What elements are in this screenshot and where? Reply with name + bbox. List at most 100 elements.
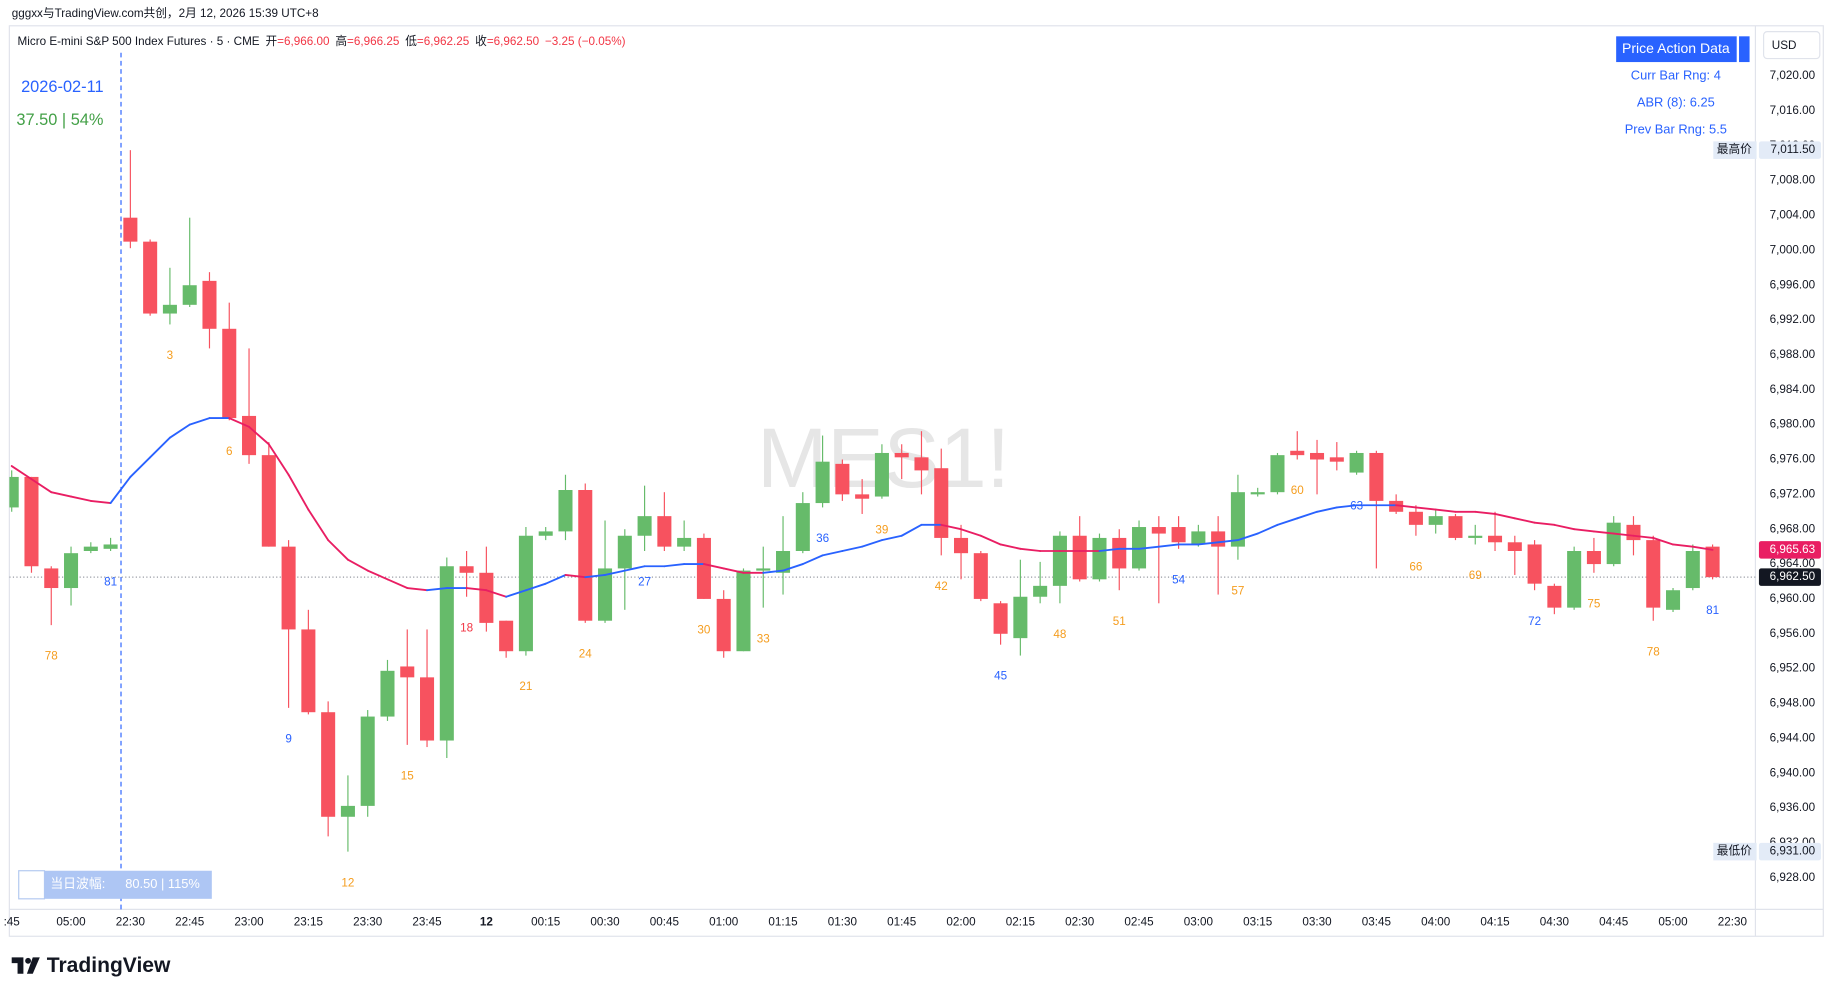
bar-count: 9 [285,733,292,746]
candle-body [1072,535,1087,580]
candle-body [1626,524,1641,541]
candle-body [1369,452,1384,501]
candle-body [677,537,692,547]
x-tick-label: 02:45 [1124,915,1154,928]
ma-segment [1474,510,1496,515]
candle-body [1310,452,1325,460]
ma-segment [366,569,389,581]
candle-body [281,546,296,630]
candle-body [1092,537,1107,580]
candle-body [24,476,39,567]
candle-body [1171,527,1186,543]
candle-body [617,535,632,569]
range-value: 80.50 | 115% [125,876,200,891]
x-tick-label: 03:15 [1243,915,1273,928]
y-tick-label: 7,004.00 [1770,209,1816,222]
candle-body [1646,540,1661,608]
ma-segment [702,563,725,570]
ma-segment [287,473,310,511]
panel-line: Prev Bar Rng: 5.5 [1625,121,1727,136]
ma-segment [1395,504,1417,509]
candle-body [162,304,177,314]
candle-body [598,568,613,621]
candle-body [380,670,395,717]
ma-segment [30,478,53,494]
range-label: 当日波幅: [50,876,105,891]
ma-segment [1434,508,1457,513]
bar-count: 39 [875,523,888,536]
candle-body [123,217,138,242]
ma-segment [1098,547,1121,552]
panel-title: Price Action Data [1622,40,1730,56]
candle-body [1586,550,1601,565]
candle-body [973,553,988,599]
ma-segment [623,565,646,572]
ma-segment [1533,521,1556,526]
x-tick-label: 00:45 [650,915,680,928]
y-tick-label: 7,020.00 [1770,69,1816,82]
bar-count: 51 [1113,615,1126,628]
y-tick-label: 6,940.00 [1770,766,1816,779]
extreme-tag-box [1713,141,1757,159]
candle-body [1290,450,1305,456]
ma-segment [524,582,547,592]
y-tick-label: 6,948.00 [1770,697,1816,710]
candle-body [83,546,98,551]
bar-count: 60 [1291,484,1305,497]
x-tick-label: 00:30 [590,915,620,928]
ma-segment [149,436,171,459]
ma-segment [50,491,72,498]
ma-segment [1592,530,1615,535]
y-tick-label: 6,960.00 [1770,592,1816,605]
currency: USD [1772,39,1797,52]
ohlc-value: =6,962.50 [487,35,540,48]
extreme-tag: 最高价 [1717,142,1752,156]
candle-body [143,241,158,314]
y-tick-label: 6,976.00 [1770,453,1816,466]
x-tick-label: 22:30 [116,915,146,928]
ma-segment [129,456,152,478]
price-label: 6,965.63 [1770,543,1816,556]
bar-count: 48 [1053,628,1066,641]
ma-segment [1612,532,1635,537]
candle-body [914,457,929,471]
candle-body [499,620,514,652]
symbol: Micro E-mini S&P 500 Index Futures · 5 ·… [18,35,260,48]
bar-count: 3 [167,349,174,362]
y-tick-label: 6,928.00 [1770,871,1816,884]
ma-segment [564,574,587,579]
x-tick-label: 22:45 [175,915,205,928]
ohlc-key: 低 [405,35,417,48]
ma-segment [1019,547,1042,552]
ma-segment [1632,534,1655,539]
candle-body [1705,546,1720,578]
ma-segment [1256,523,1279,535]
logo-icon [11,957,24,974]
bar-count: 18 [460,621,473,634]
candle-body [1547,585,1562,608]
x-tick-label: :45 [4,915,21,928]
bar-count: 36 [816,532,829,545]
ma-segment [346,558,369,572]
bar-count: 24 [579,648,593,661]
ma-segment [801,554,824,566]
candle-body [1468,535,1483,538]
brand: TradingView [47,954,171,977]
price-label: 7,011.50 [1770,143,1815,156]
bar-count: 54 [1172,574,1186,587]
bar-count: 81 [104,576,117,589]
ma-segment [1672,543,1694,548]
y-tick-label: 7,016.00 [1770,104,1816,117]
panel-line: Curr Bar Rng: 4 [1631,68,1721,83]
x-tick-label: 01:15 [768,915,798,928]
x-tick-label: 00:15 [531,915,561,928]
y-tick-label: 6,964.00 [1770,557,1816,570]
ma-segment [861,539,883,548]
ma-segment [1335,504,1358,509]
ma-segment [782,563,804,572]
x-tick-label: 02:00 [946,915,976,928]
ma-segment [188,417,211,426]
candle-body [736,570,751,652]
ma-segment [1553,523,1576,531]
